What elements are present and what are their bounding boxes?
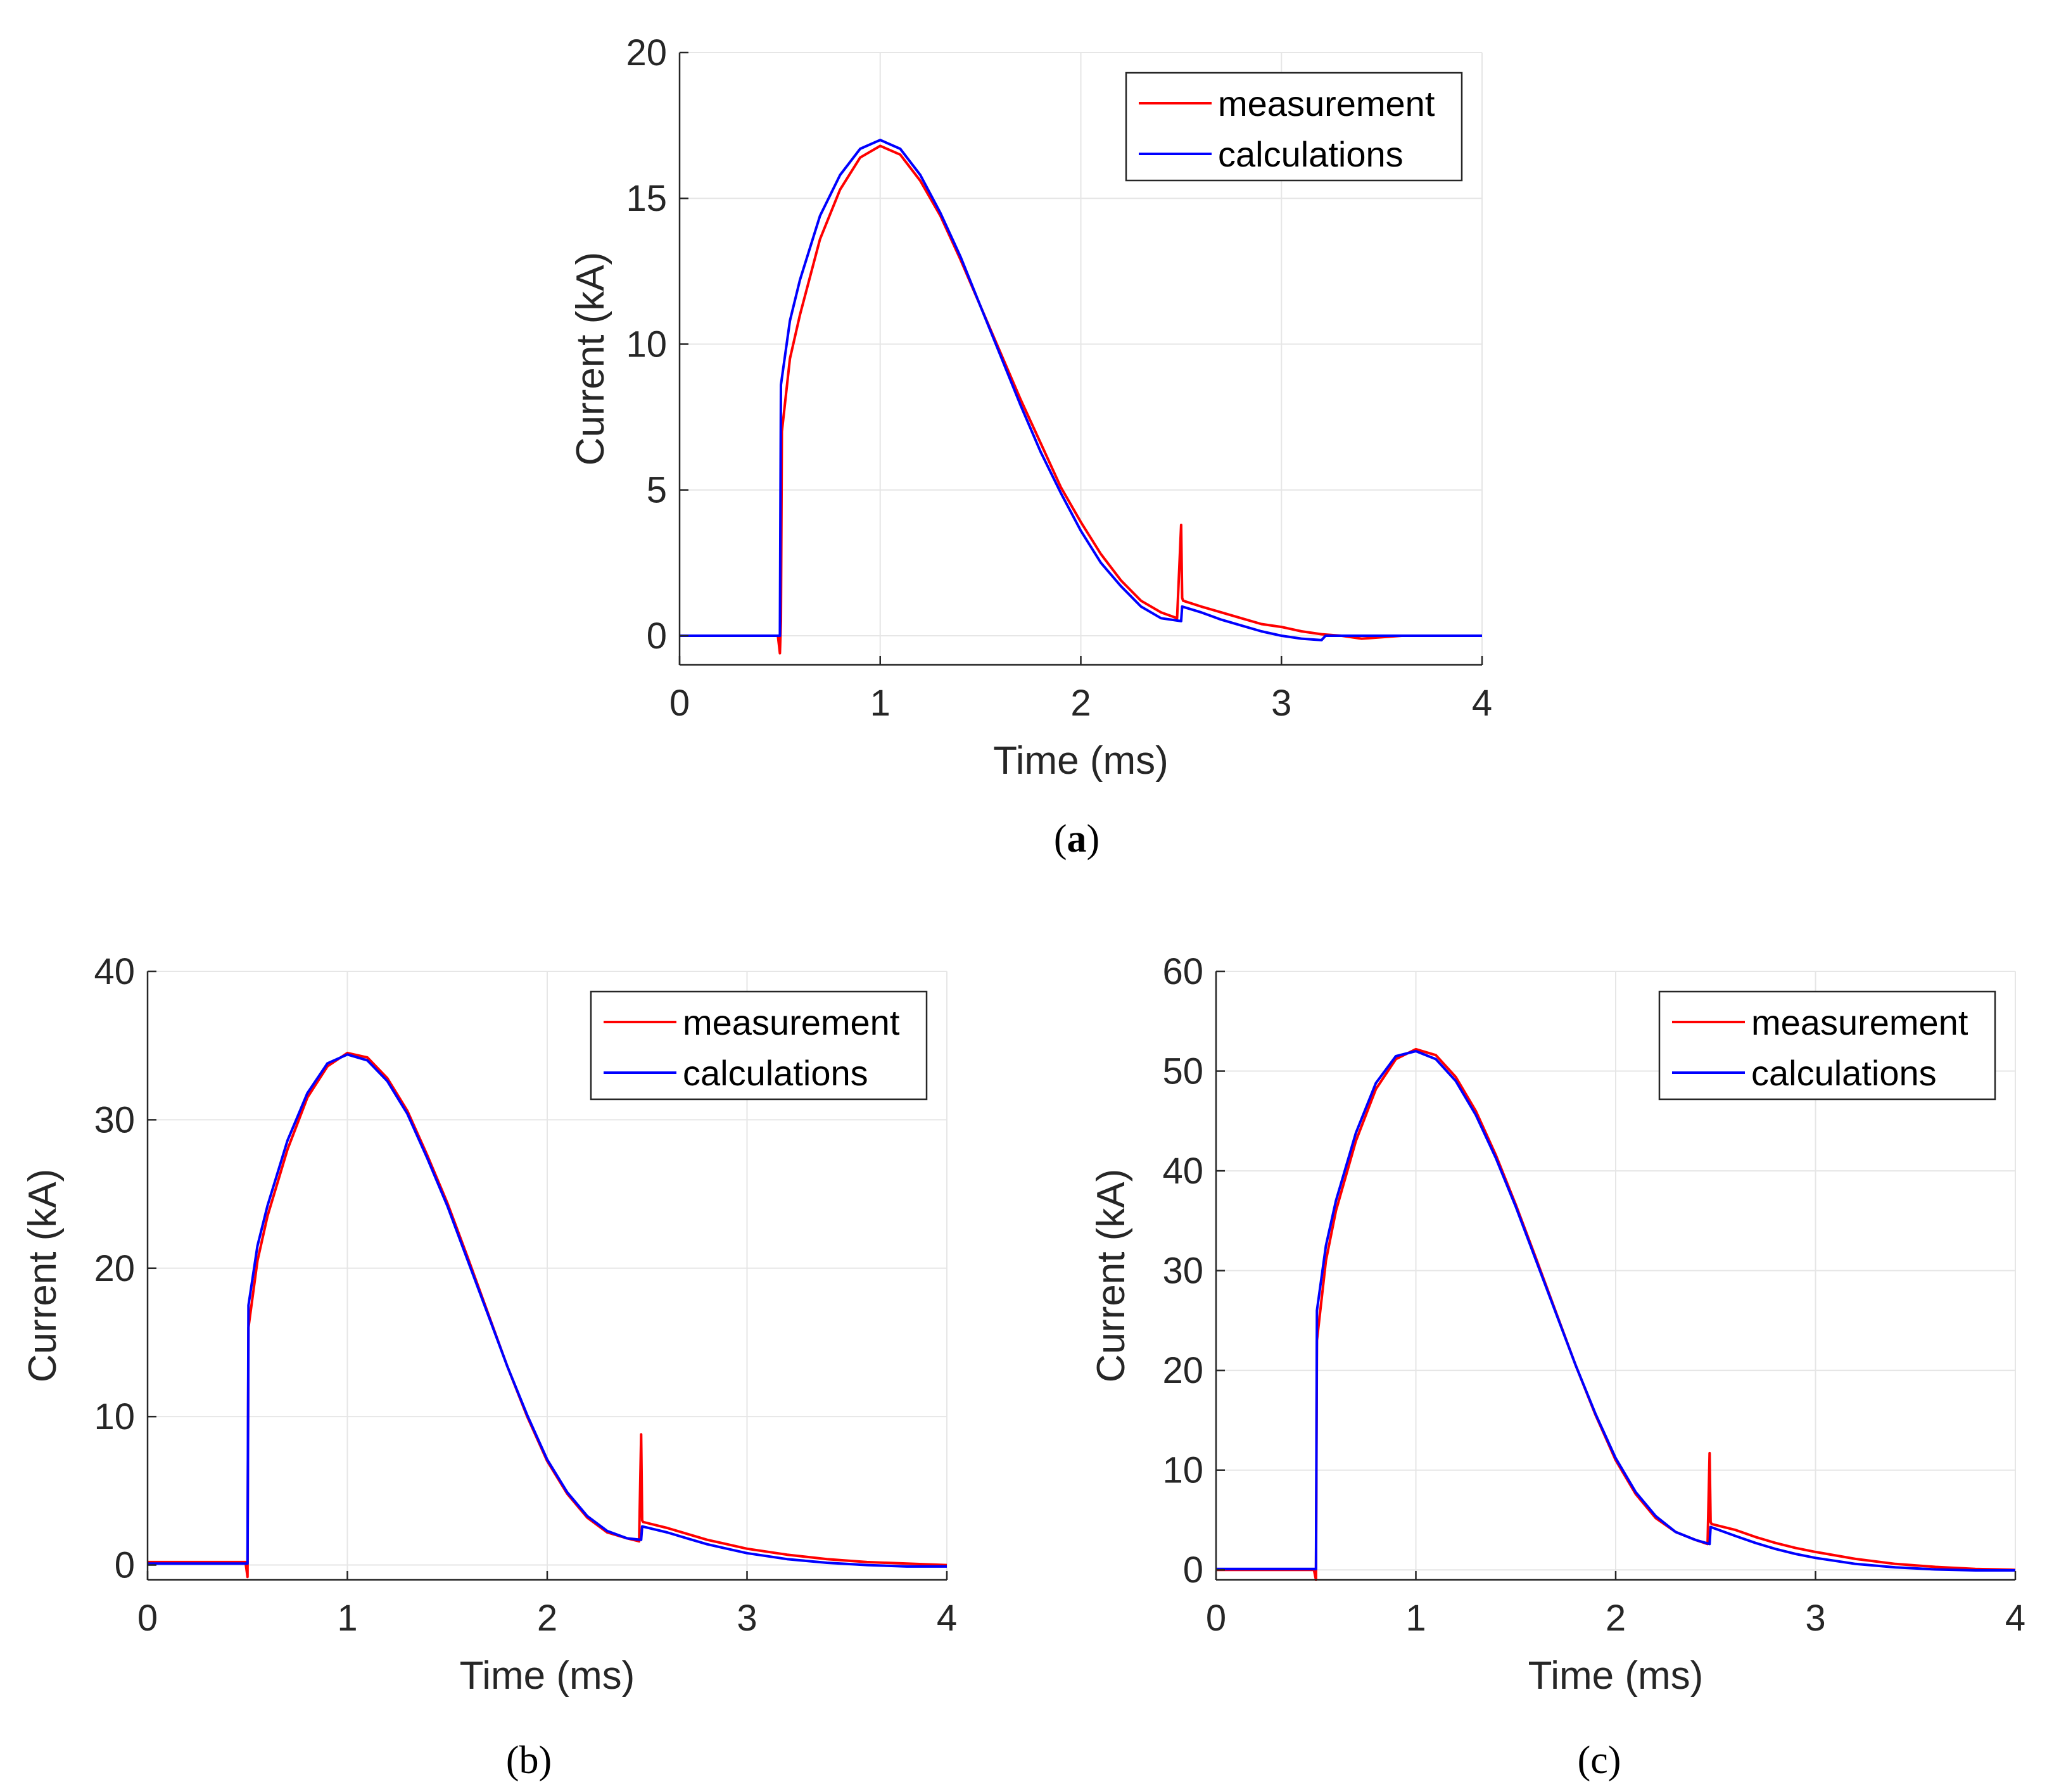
legend-label-calculations-b: calculations [683, 1053, 868, 1093]
x-tick-label-b: 4 [937, 1598, 957, 1639]
y-tick-label-b: 10 [94, 1396, 135, 1437]
legend-label-calculations-c: calculations [1751, 1053, 1937, 1093]
y-tick-label-b: 30 [94, 1099, 135, 1140]
legend-label-measurement-a: measurement [1218, 84, 1435, 123]
chart-panel-a: 0 1 2 3 4 0 5 10 15 20 Time (ms) Current (kA) measur… [569, 32, 1492, 783]
y-tick-label-a: 5 [647, 470, 667, 511]
x-tick-label-a: 1 [870, 683, 890, 724]
y-tick-label-b: 40 [94, 951, 135, 992]
x-tick-label-a: 3 [1271, 683, 1291, 724]
y-tick-label-c: 60 [1162, 951, 1203, 992]
y-tick-label-c: 40 [1162, 1151, 1203, 1192]
caption-c: (c) [1578, 1739, 1621, 1782]
series-line-calculations-c [1216, 1050, 2015, 1572]
x-axis-title-a: Time (ms) [993, 739, 1169, 783]
legend-box-c [1658, 990, 1996, 1101]
x-tick-label-a: 0 [669, 683, 690, 724]
legend-label-measurement-b: measurement [683, 1002, 900, 1042]
y-tick-label-c: 10 [1162, 1450, 1203, 1491]
x-tick-label-c: 0 [1206, 1598, 1226, 1639]
x-tick-label-c: 4 [2005, 1598, 2025, 1639]
legend-label-measurement-c: measurement [1751, 1002, 1968, 1042]
series-line-calculations-a [680, 139, 1482, 641]
y-tick-label-a: 15 [626, 178, 667, 219]
x-tick-label-b: 1 [337, 1598, 357, 1639]
y-tick-label-c: 20 [1162, 1350, 1203, 1391]
y-axis-title-c: Current (kA) [1089, 1169, 1133, 1383]
x-tick-label-b: 0 [137, 1598, 158, 1639]
x-tick-label-c: 1 [1405, 1598, 1426, 1639]
caption-a: (a) [1054, 817, 1100, 861]
y-axis-title-a: Current (kA) [569, 252, 612, 466]
y-tick-label-a: 20 [626, 32, 667, 73]
legend-box-a [1125, 72, 1463, 182]
y-tick-label-a: 10 [626, 324, 667, 365]
x-tick-label-a: 2 [1070, 683, 1091, 724]
y-axis-title-b: Current (kA) [21, 1169, 65, 1383]
x-axis-title-b: Time (ms) [460, 1654, 635, 1698]
series-line-calculations-b [148, 1053, 947, 1568]
y-tick-label-c: 0 [1183, 1549, 1203, 1591]
x-tick-label-a: 4 [1472, 683, 1492, 724]
x-tick-label-b: 3 [737, 1598, 757, 1639]
y-tick-label-a: 0 [647, 615, 667, 657]
x-tick-label-b: 2 [537, 1598, 557, 1639]
x-tick-label-c: 2 [1606, 1598, 1626, 1639]
y-tick-label-b: 0 [115, 1545, 135, 1586]
legend-label-calculations-a: calculations [1218, 134, 1404, 174]
x-axis-title-c: Time (ms) [1528, 1654, 1704, 1698]
y-tick-label-c: 30 [1162, 1251, 1203, 1292]
legend-box-b [590, 990, 928, 1101]
y-tick-label-c: 50 [1162, 1051, 1203, 1092]
y-tick-label-b: 20 [94, 1248, 135, 1289]
caption-b: (b) [506, 1739, 552, 1782]
x-tick-label-c: 3 [1805, 1598, 1825, 1639]
